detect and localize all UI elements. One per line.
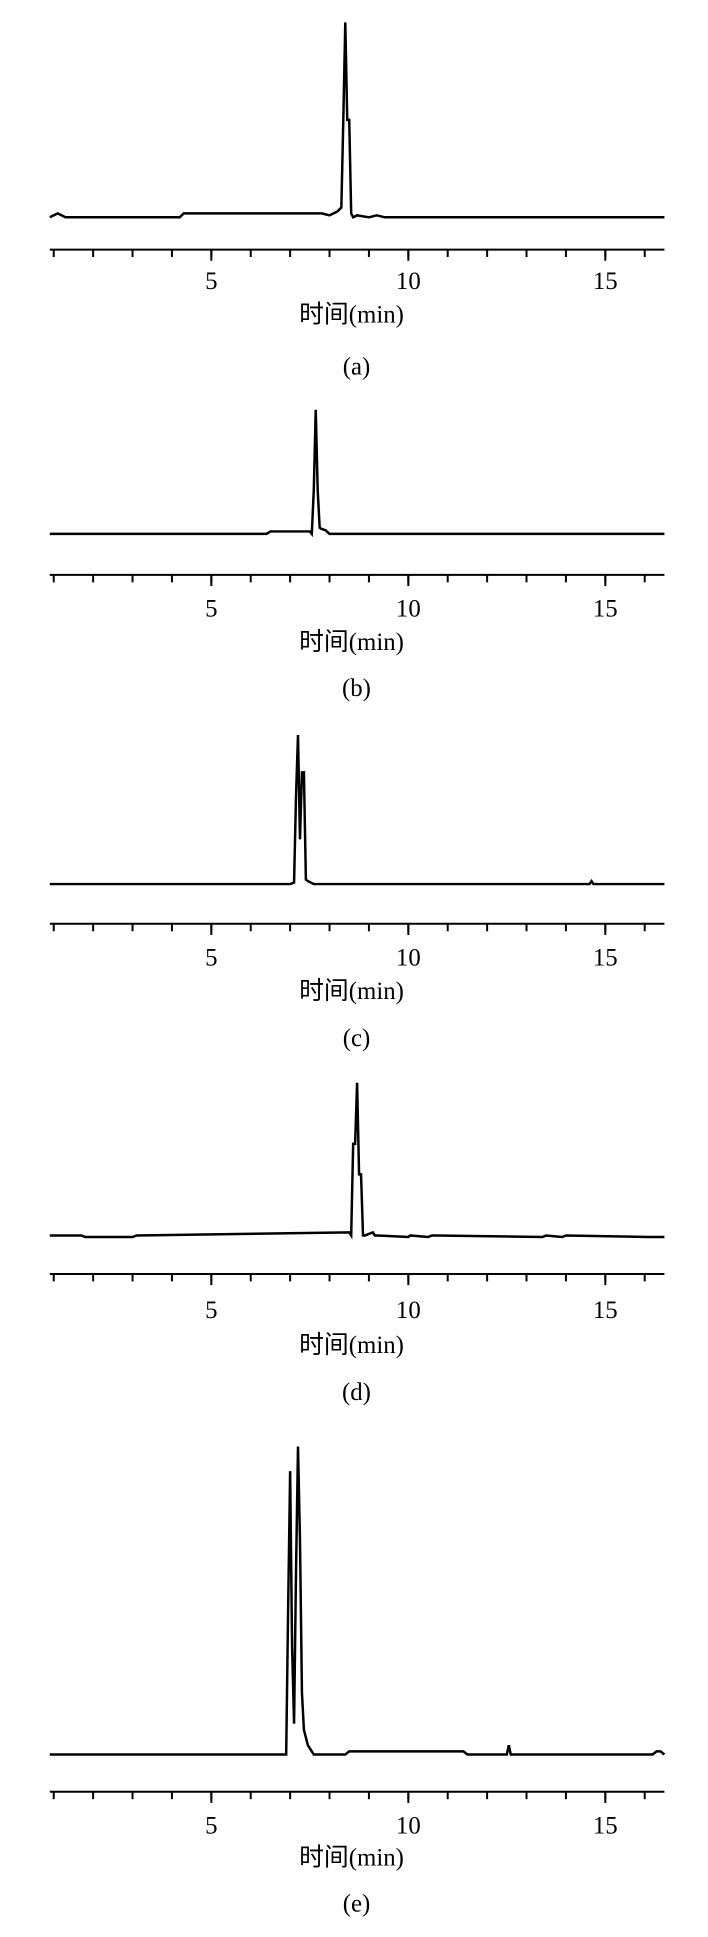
x-tick-label: 10 (396, 268, 421, 295)
trace (49, 1082, 665, 1240)
x-axis-label: 时间(min) (299, 628, 404, 656)
panel-caption: (e) (343, 1891, 371, 1918)
trace (49, 1446, 666, 1756)
x-tick-label: 15 (593, 945, 618, 972)
x-tick-label: 10 (396, 596, 421, 623)
x-tick-label: 5 (205, 596, 217, 623)
x-tick-label: 5 (205, 945, 217, 972)
x-axis-label: 时间(min) (299, 1331, 404, 1359)
x-tick-label: 10 (396, 945, 421, 972)
panel-caption: (c) (343, 1025, 371, 1052)
x-tick-label: 15 (593, 268, 618, 295)
panel-caption: (b) (342, 675, 371, 702)
x-tick-label: 15 (593, 1812, 618, 1839)
x-tick-label: 5 (205, 1297, 217, 1324)
trace (49, 735, 665, 886)
x-tick-label: 10 (396, 1297, 421, 1324)
x-tick-label: 15 (593, 1297, 618, 1324)
x-axis-label: 时间(min) (299, 977, 404, 1005)
x-tick-label: 10 (396, 1812, 421, 1839)
trace (49, 409, 665, 538)
panel-caption: (a) (343, 353, 371, 380)
trace (49, 22, 665, 219)
x-axis-label: 时间(min) (299, 1844, 404, 1872)
x-tick-label: 5 (205, 1812, 217, 1839)
x-tick-label: 15 (593, 596, 618, 623)
x-axis-label: 时间(min) (299, 300, 404, 328)
x-tick-label: 5 (205, 268, 217, 295)
panel-caption: (d) (342, 1379, 371, 1406)
